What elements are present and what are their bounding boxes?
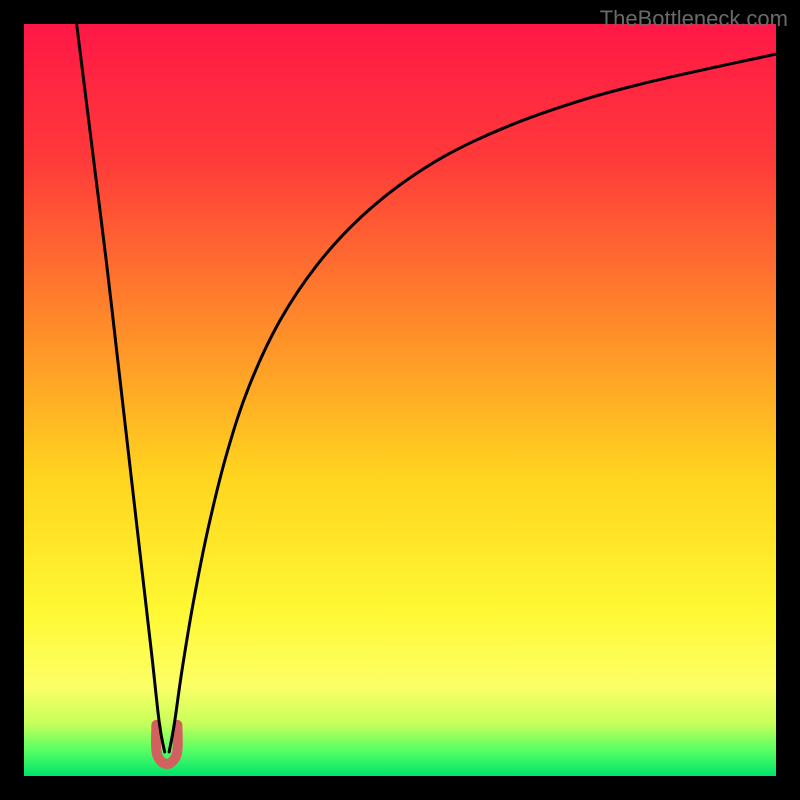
watermark-text: TheBottleneck.com [600, 6, 788, 32]
bottleneck-curve-chart [24, 24, 776, 776]
chart-frame: TheBottleneck.com [0, 0, 800, 800]
gradient-background [24, 24, 776, 776]
